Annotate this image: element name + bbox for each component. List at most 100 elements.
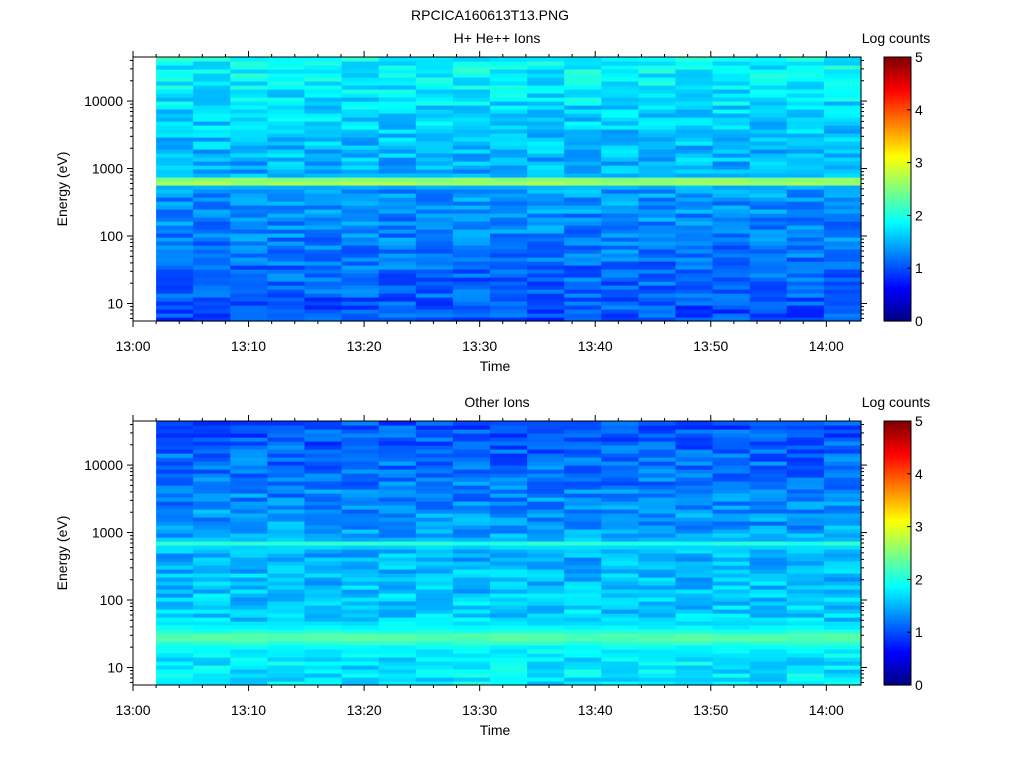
heatmap-cell [712, 469, 751, 474]
colorbar-segment [884, 259, 911, 263]
heatmap-cell [341, 541, 380, 546]
heatmap-cell [823, 601, 862, 606]
heatmap-cell [527, 609, 565, 614]
heatmap-cell [156, 609, 194, 614]
heatmap-cell [156, 241, 194, 246]
heatmap-cell [378, 605, 417, 610]
heatmap-cell [452, 65, 491, 70]
heatmap-cell [378, 665, 417, 670]
heatmap-cell [601, 453, 639, 458]
heatmap-cell [304, 465, 343, 470]
heatmap-cell [156, 229, 194, 234]
heatmap-cell [564, 525, 602, 530]
heatmap-cell [601, 445, 639, 450]
colorbar-segment [884, 114, 911, 117]
heatmap-cell [527, 561, 565, 566]
heatmap-cell [415, 493, 454, 498]
heatmap-cell [452, 125, 491, 130]
heatmap-cell [193, 421, 231, 426]
heatmap-cell [823, 121, 862, 126]
heatmap-cell [193, 669, 231, 674]
heatmap-cell [267, 525, 306, 530]
heatmap-cell [527, 89, 565, 94]
heatmap-cell [675, 233, 714, 238]
heatmap-cell [378, 681, 417, 686]
heatmap-cell [823, 249, 862, 254]
colorbar-segment [884, 660, 911, 664]
heatmap-cell [749, 617, 788, 622]
heatmap-cell [452, 77, 491, 82]
colorbar-segment [884, 131, 911, 135]
heatmap-cell [601, 545, 639, 550]
heatmap-cell [490, 261, 528, 266]
heatmap-cell [675, 653, 714, 658]
x-tick-label: 13:10 [231, 338, 266, 354]
heatmap-cell [267, 669, 306, 674]
heatmap-cell [601, 69, 639, 74]
heatmap-cell [452, 421, 491, 426]
heatmap-cell [490, 661, 528, 666]
heatmap-cell [638, 289, 677, 294]
heatmap-cell [415, 669, 454, 674]
heatmap-cell [230, 189, 269, 194]
heatmap-cell [267, 241, 306, 246]
heatmap-cell [564, 529, 602, 534]
heatmap-cell [749, 201, 788, 206]
heatmap-cell [564, 585, 602, 590]
heatmap-cell [415, 281, 454, 286]
heatmap-cell [749, 105, 788, 110]
heatmap-cell [823, 565, 862, 570]
heatmap-cell [156, 633, 194, 638]
heatmap-cell [156, 89, 194, 94]
heatmap-cell [378, 545, 417, 550]
heatmap-cell [156, 613, 194, 618]
heatmap-cell [341, 581, 380, 586]
heatmap-cell [601, 133, 639, 138]
heatmap-cell [564, 73, 602, 78]
heatmap-cell [527, 309, 565, 314]
heatmap-cell [193, 485, 231, 490]
heatmap-cell [601, 157, 639, 162]
colorbar-segment [884, 81, 911, 84]
heatmap-cell [304, 285, 343, 290]
heatmap-cell [564, 581, 602, 586]
heatmap-cell [341, 585, 380, 590]
heatmap-cell [193, 157, 231, 162]
heatmap-cell [638, 217, 677, 222]
heatmap-cell [230, 241, 269, 246]
heatmap-cell [415, 97, 454, 102]
heatmap-cell [193, 61, 231, 66]
heatmap-cell [490, 237, 528, 242]
heatmap-cell [156, 517, 194, 522]
heatmap-cell [193, 281, 231, 286]
heatmap-cell [156, 553, 194, 558]
heatmap-cell [749, 185, 788, 190]
heatmap-cell [564, 161, 602, 166]
colorbar-segment [884, 101, 911, 104]
heatmap-cell [490, 121, 528, 126]
heatmap-cell [378, 497, 417, 502]
heatmap-cell [193, 497, 231, 502]
heatmap-cell [267, 149, 306, 154]
heatmap-cell [638, 305, 677, 310]
heatmap-cell [712, 525, 751, 530]
heatmap-cell [378, 601, 417, 606]
heatmap-cell [601, 177, 639, 182]
heatmap-cell [712, 521, 751, 526]
heatmap-cell [378, 457, 417, 462]
heatmap-cell [452, 157, 491, 162]
heatmap-cell [527, 65, 565, 70]
heatmap-cell [638, 505, 677, 510]
heatmap-cell [304, 525, 343, 530]
heatmap-cell [823, 485, 862, 490]
heatmap-cell [675, 77, 714, 82]
colorbar-segment [884, 310, 911, 313]
heatmap-cell [452, 597, 491, 602]
heatmap-cell [601, 661, 639, 666]
heatmap-cell [786, 553, 825, 558]
colorbar-segment [884, 301, 911, 304]
heatmap-cell [156, 589, 194, 594]
heatmap-cell [193, 97, 231, 102]
colorbar-segment [884, 473, 911, 477]
heatmap-cell [786, 157, 825, 162]
